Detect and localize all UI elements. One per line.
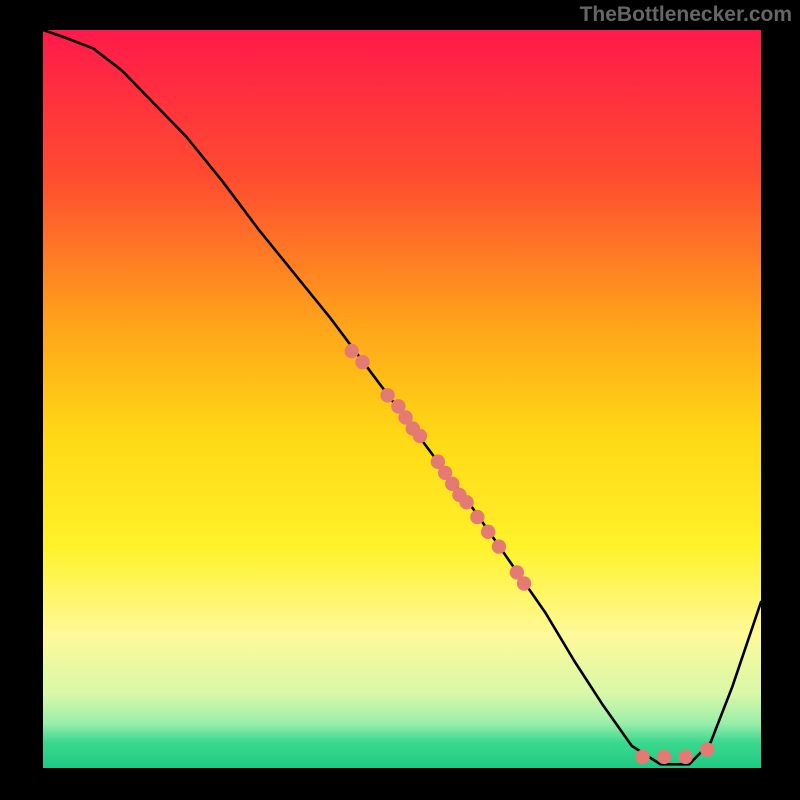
- attribution-text: TheBottlenecker.com: [580, 3, 792, 27]
- chart-svg: [0, 0, 800, 800]
- scatter-marker: [657, 750, 671, 764]
- scatter-marker: [700, 742, 714, 756]
- chart-background: [43, 30, 761, 768]
- scatter-marker: [459, 495, 473, 509]
- scatter-marker: [380, 388, 394, 402]
- chart-container: TheBottlenecker.com: [0, 0, 800, 800]
- scatter-marker: [492, 539, 506, 553]
- scatter-marker: [481, 525, 495, 539]
- scatter-marker: [355, 355, 369, 369]
- scatter-marker: [635, 750, 649, 764]
- scatter-marker: [345, 344, 359, 358]
- scatter-marker: [413, 429, 427, 443]
- scatter-marker: [678, 750, 692, 764]
- scatter-marker: [517, 576, 531, 590]
- scatter-marker: [470, 510, 484, 524]
